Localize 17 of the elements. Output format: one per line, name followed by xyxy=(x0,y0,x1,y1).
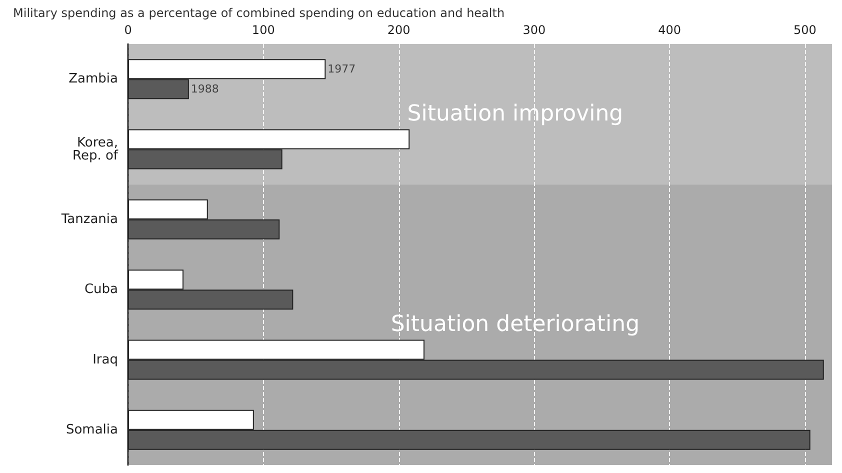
band-label: Situation improving xyxy=(407,102,624,127)
y-tick-label: Somalia xyxy=(66,422,118,438)
y-tick-label: Iraq xyxy=(92,352,118,368)
chart-title: Military spending as a percentage of combined spending on education and health xyxy=(13,6,505,20)
x-tick-label: 200 xyxy=(387,23,410,37)
y-tick-label: Korea, Rep. of xyxy=(72,135,118,164)
series-label: 1977 xyxy=(328,62,356,76)
x-tick-label: 300 xyxy=(522,23,546,37)
x-tick-label: 500 xyxy=(793,23,816,37)
x-tick-label: 0 xyxy=(124,23,132,37)
y-tick-label: Cuba xyxy=(84,282,118,298)
x-tick-label: 100 xyxy=(252,23,275,37)
x-tick-label: 400 xyxy=(658,23,681,37)
series-label: 1988 xyxy=(190,82,219,96)
y-tick-label: Tanzania xyxy=(60,212,118,227)
y-tick-label: Zambia xyxy=(68,72,118,87)
band-label: Situation deteriorating xyxy=(390,312,640,338)
